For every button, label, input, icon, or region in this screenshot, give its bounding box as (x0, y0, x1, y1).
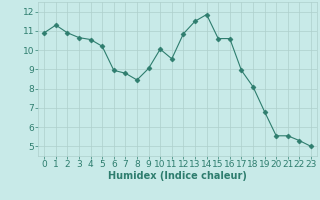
X-axis label: Humidex (Indice chaleur): Humidex (Indice chaleur) (108, 171, 247, 181)
